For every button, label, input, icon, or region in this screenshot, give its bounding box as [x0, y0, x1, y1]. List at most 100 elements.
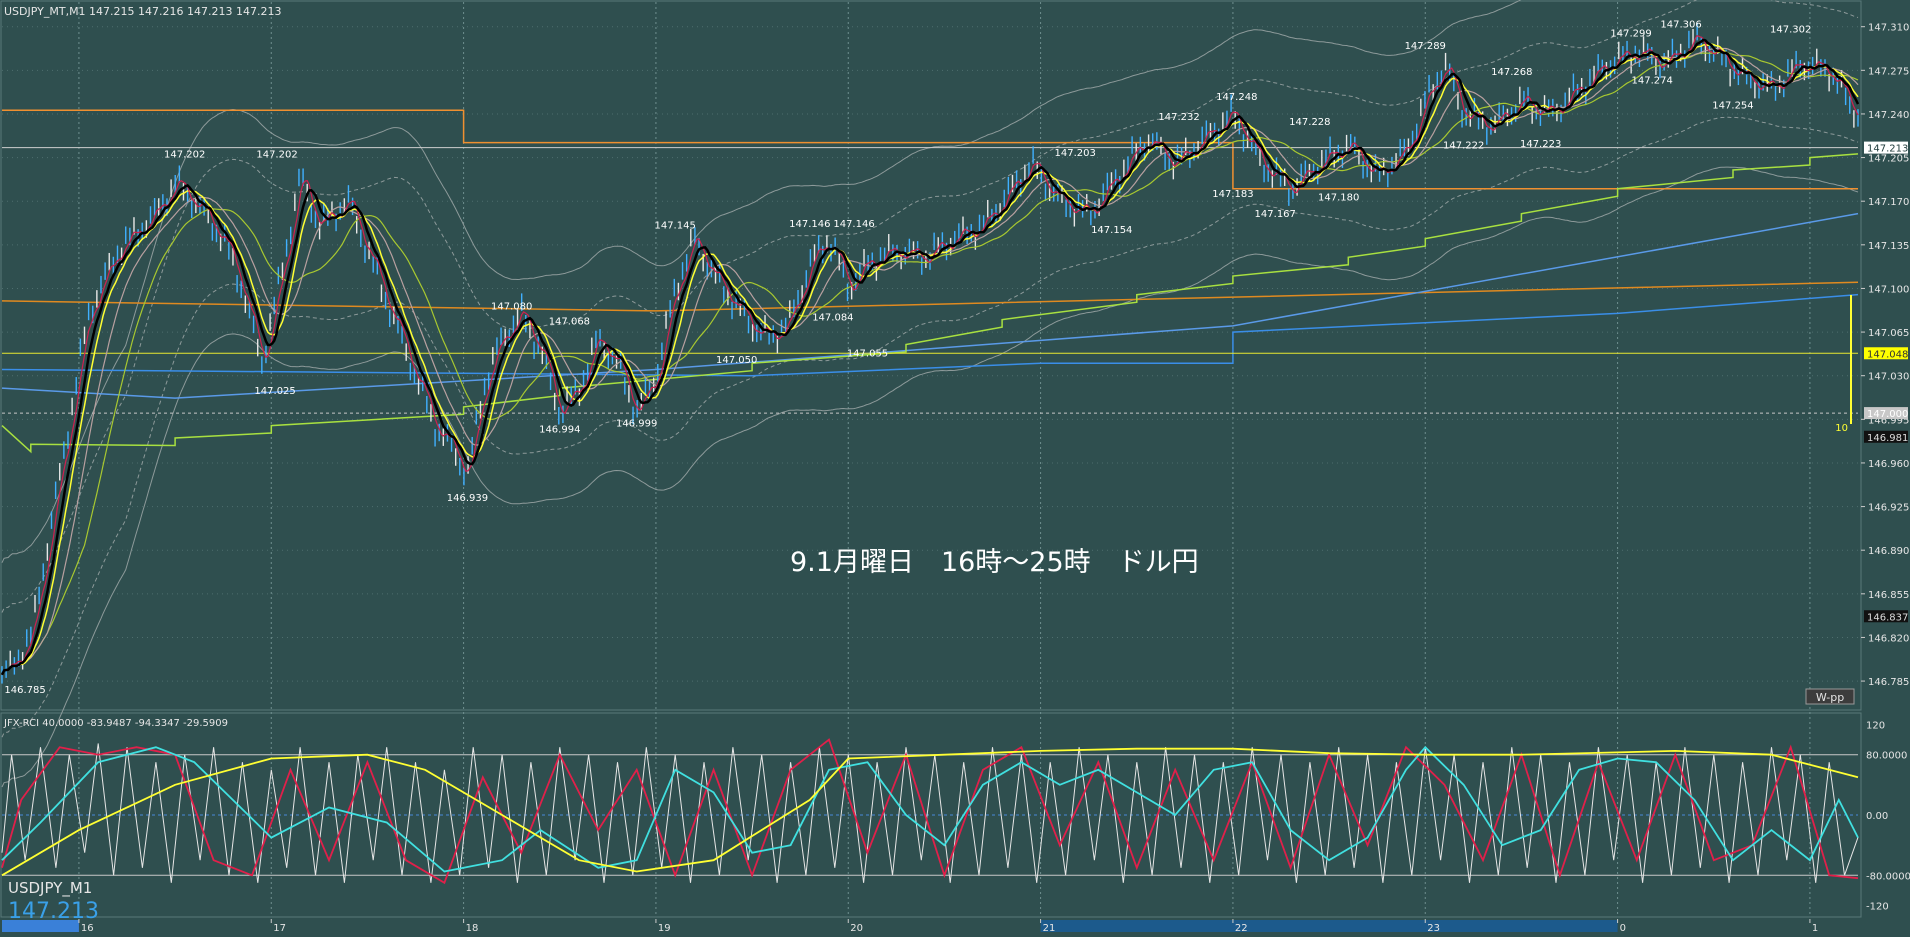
price-annotations: 146.785 147.202 147.202 147.025 146.939 147.0… — [4, 20, 1811, 696]
price-annotation: 147.268 — [1491, 67, 1532, 78]
indicator-tick-label: 0.00 — [1866, 811, 1888, 822]
indicator-line — [1, 745, 1859, 873]
time-tick-label: 19 — [658, 923, 671, 934]
price-annotation: 147.203 — [1055, 148, 1096, 159]
orange-step-line — [2, 109, 1858, 190]
time-tick-label: 16 — [81, 923, 94, 934]
price-annotation: 147.145 — [654, 220, 695, 231]
ma-line-red — [1, 34, 1859, 676]
price-tick-label: 147.240 — [1868, 110, 1909, 121]
time-axis: 16 17 18 19 20 21 22 23 0 1 — [1, 919, 1861, 934]
band-line — [1, 166, 1859, 788]
price-tick-label: 146.785 — [1868, 677, 1909, 688]
band-line — [1, 0, 1859, 613]
symbol-header: USDJPY_MT,M1 147.215 147.216 147.213 147… — [4, 5, 282, 18]
price-panel[interactable] — [0, 0, 1862, 711]
price-flags: 147.213 147.048 147.000 146.981 146.837 — [1864, 141, 1908, 623]
time-tick-label: 20 — [850, 923, 863, 934]
price-tick-label: 146.890 — [1868, 546, 1909, 557]
blue-trend-line — [1, 212, 1859, 399]
price-series — [0, 22, 1860, 684]
indicator-tick-label: -80.0000 — [1866, 871, 1910, 882]
price-annotation: 147.025 — [254, 386, 295, 397]
green-step-line — [1, 153, 1859, 454]
time-tick-label: 18 — [466, 923, 479, 934]
price-annotation: 147.248 — [1216, 92, 1257, 103]
price-annotation: 147.080 — [491, 301, 532, 312]
time-tick-label: 0 — [1620, 923, 1626, 934]
horizontal-lines — [2, 147, 1858, 414]
price-annotation: 147.254 — [1712, 100, 1753, 111]
price-annotation: 147.299 — [1610, 28, 1651, 39]
price-tick-label: 147.275 — [1868, 66, 1909, 77]
wpp-label: W-pp — [1816, 691, 1844, 704]
indicator-header: JFX-RCI 40.0000 -83.9487 -94.3347 -29.59… — [3, 718, 228, 729]
price-annotation: 147.050 — [716, 355, 757, 366]
time-tick-label: 1 — [1812, 923, 1818, 934]
price-annotation: 147.222 — [1443, 140, 1484, 151]
price-annotation: 147.055 — [847, 349, 888, 360]
time-tick-label: 22 — [1235, 923, 1248, 934]
right-marker-label: 10 — [1835, 423, 1848, 434]
price-annotation: 147.223 — [1520, 139, 1561, 150]
price-tick-label: 147.030 — [1868, 372, 1909, 383]
price-annotation: 147.228 — [1289, 117, 1330, 128]
price-annotation: 147.180 — [1318, 193, 1359, 204]
overlay-caption: 9.1月曜日 16時～25時 ドル円 — [790, 547, 1199, 578]
envelope-lines — [1, 0, 1859, 788]
blue-step-line — [1, 293, 1859, 377]
price-tick-label: 147.100 — [1868, 284, 1909, 295]
time-tick-label: 23 — [1427, 923, 1440, 934]
scroll-indicator — [2, 920, 79, 932]
price-tick-label: 146.960 — [1868, 459, 1909, 470]
price-annotation: 147.146 — [833, 219, 874, 230]
indicator-line — [1, 747, 1859, 877]
price-flag-label: 146.837 — [1867, 612, 1908, 623]
indicator-tick-label: 120 — [1866, 721, 1885, 732]
bottom-symbol: USDJPY_M1 — [8, 879, 92, 898]
price-annotation: 147.068 — [549, 316, 590, 327]
indicator-axis: 120 80.0000 0.00 -80.0000 -120 — [1866, 721, 1910, 913]
price-flag — [1864, 141, 1908, 154]
time-tick-label: 21 — [1043, 923, 1056, 934]
price-annotation: 146.999 — [616, 418, 657, 429]
price-annotation: 147.154 — [1091, 225, 1132, 236]
price-tick-label: 146.855 — [1868, 590, 1909, 601]
indicator-tick-label: 80.0000 — [1866, 751, 1907, 762]
price-axis: 147.310 147.275 147.240 147.205 147.170 147.1… — [1861, 23, 1909, 688]
price-annotation: 146.785 — [4, 685, 45, 696]
indicator-tick-label: -120 — [1866, 901, 1889, 912]
time-highlight — [1040, 920, 1618, 932]
price-flag-label: 147.213 — [1867, 144, 1908, 155]
indicator-line — [1, 738, 1859, 885]
price-annotation: 147.146 — [789, 219, 830, 230]
price-annotation: 147.183 — [1212, 189, 1253, 200]
price-flag-label: 147.000 — [1867, 409, 1908, 420]
price-flag — [1864, 610, 1908, 623]
price-flag — [1864, 407, 1908, 420]
band-line — [1, 116, 1859, 738]
ma-line-black — [0, 38, 1860, 676]
price-flag-label: 146.981 — [1867, 433, 1908, 444]
price-annotation: 146.994 — [539, 425, 580, 436]
price-annotation: 147.302 — [1770, 25, 1811, 36]
price-annotation: 147.274 — [1632, 76, 1673, 87]
wpp-button[interactable]: W-pp — [1805, 688, 1855, 705]
price-annotation: 147.202 — [164, 149, 205, 160]
price-annotation: 147.306 — [1660, 20, 1701, 31]
price-annotation: 147.232 — [1158, 112, 1199, 123]
price-annotation: 146.939 — [447, 493, 488, 504]
price-annotation: 147.289 — [1405, 41, 1446, 52]
price-tick-label: 146.925 — [1868, 503, 1909, 514]
price-tick-label: 147.135 — [1868, 241, 1909, 252]
price-tick-label: 147.205 — [1868, 154, 1909, 165]
ma-line-yellow — [1, 43, 1859, 676]
price-flag — [1864, 347, 1908, 360]
price-annotation: 147.202 — [256, 149, 297, 160]
price-annotation: 147.167 — [1255, 209, 1296, 220]
indicator-series — [1, 738, 1859, 885]
price-tick-label: 147.310 — [1868, 23, 1909, 34]
price-tick-label: 146.995 — [1868, 415, 1909, 426]
price-flag-label: 147.048 — [1867, 349, 1908, 360]
